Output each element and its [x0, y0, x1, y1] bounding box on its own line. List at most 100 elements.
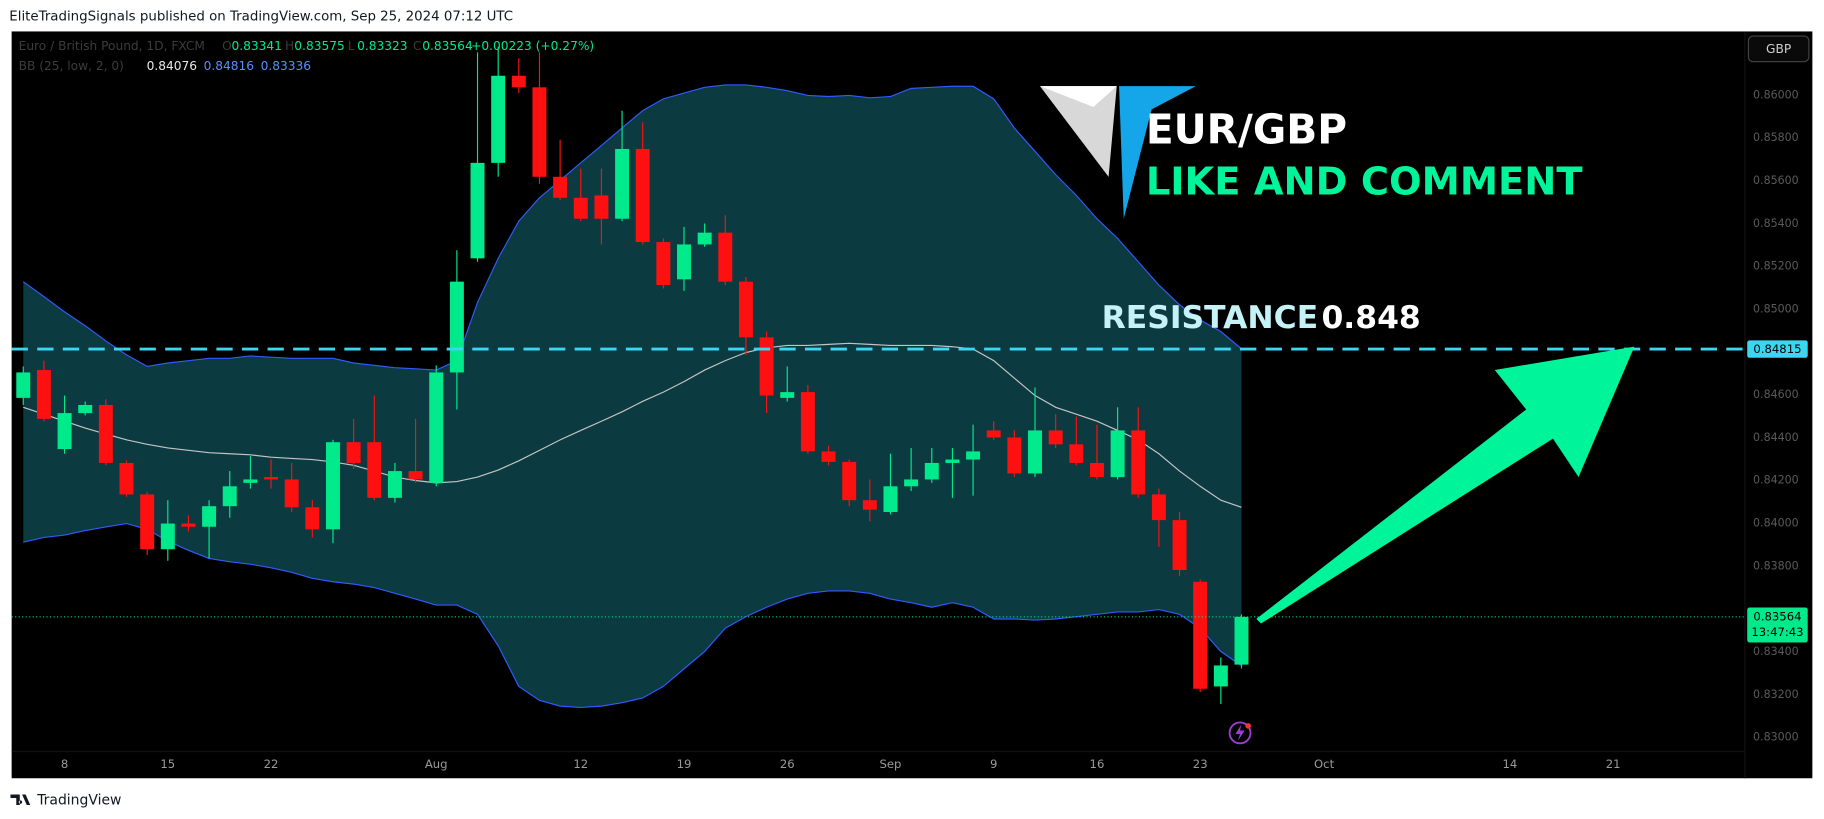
- x-tick-label: 15: [160, 757, 175, 771]
- legend-ohlc-key: H: [285, 39, 294, 53]
- candle-body: [408, 471, 423, 480]
- x-tick-label: Aug: [425, 757, 448, 771]
- overlay-title: EUR/GBP: [1146, 106, 1347, 154]
- last-price-label: 0.83564: [1753, 609, 1801, 623]
- x-tick-label: Sep: [880, 757, 902, 771]
- x-tick-label: 19: [677, 757, 692, 771]
- candle-body: [429, 372, 444, 483]
- candle-body: [532, 87, 547, 177]
- y-tick-label: 0.83400: [1753, 645, 1799, 658]
- candle-body: [780, 392, 795, 398]
- candle-body: [57, 413, 72, 450]
- candle-body: [966, 451, 981, 460]
- legend-ohlc-value: 0.83564: [422, 39, 473, 53]
- event-icon-bolt: [1235, 724, 1245, 742]
- candle-body: [98, 404, 113, 463]
- candle-body: [491, 75, 506, 163]
- publish-header: EliteTradingSignals published on Trading…: [9, 9, 513, 24]
- bb-basis: [23, 342, 1242, 508]
- logo-white: [1039, 86, 1117, 177]
- candle-body: [78, 404, 93, 414]
- candle-body: [842, 461, 857, 501]
- currency-button[interactable]: [1747, 35, 1810, 63]
- event-icon[interactable]: [1228, 721, 1252, 745]
- candle-body: [181, 523, 196, 527]
- y-tick-label: 0.84400: [1753, 431, 1799, 444]
- x-tick-label: Oct: [1314, 757, 1335, 771]
- candle-body: [553, 176, 568, 198]
- x-tick-label: 16: [1090, 757, 1105, 771]
- legend-ohlc-value: 0.83341: [231, 39, 281, 53]
- candle-body: [243, 479, 258, 483]
- y-tick-label: 0.85600: [1753, 174, 1799, 187]
- legend-symbol: Euro / British Pound, 1D, FXCM: [19, 39, 205, 53]
- candle-body: [594, 195, 609, 219]
- y-tick-label: 0.84000: [1753, 517, 1799, 530]
- candle-body: [1007, 437, 1022, 474]
- candle-body: [305, 507, 320, 530]
- candle-body: [119, 462, 134, 495]
- candle-body: [759, 337, 774, 396]
- candle-body: [718, 232, 733, 282]
- candle-body: [367, 442, 382, 498]
- candle-body: [1172, 520, 1187, 570]
- resistance-price-box: [1747, 340, 1808, 358]
- candle-body: [800, 392, 815, 452]
- candle-body: [945, 459, 960, 463]
- y-tick-label: 0.83000: [1753, 731, 1799, 744]
- y-tick-label: 0.85000: [1753, 302, 1799, 315]
- x-tick-label: 9: [990, 757, 997, 771]
- candle-body: [222, 486, 237, 507]
- candle-body: [573, 197, 588, 219]
- candle-body: [986, 430, 1001, 438]
- candle-body: [1089, 462, 1104, 478]
- candle-body: [904, 479, 919, 487]
- candle-body: [635, 148, 650, 243]
- chart-marks: 8 15 22 Aug 12 19 26 Sep 9 16 23 Oct 14 21: [11, 46, 1745, 771]
- legend-change: +0.00223 (+0.27%): [471, 39, 594, 53]
- resistance-price-label: 0.84815: [1753, 342, 1801, 356]
- x-tick-label: 23: [1193, 757, 1208, 771]
- candle-body: [202, 506, 217, 527]
- legend-bb-upper: 0.84816: [204, 59, 254, 73]
- footer-logo: [10, 794, 31, 806]
- candle-body: [1131, 430, 1146, 495]
- candle-body: [284, 479, 299, 508]
- candle-body: [883, 486, 898, 512]
- candle-body: [656, 242, 671, 286]
- x-tick-label: 12: [573, 757, 588, 771]
- candle-body: [1069, 444, 1084, 463]
- candle-body: [264, 477, 279, 480]
- candle-body: [862, 500, 877, 510]
- candle-body: [615, 148, 630, 219]
- candle-body: [140, 494, 155, 550]
- bb-fill: [23, 84, 1242, 708]
- countdown-label: 13:47:43: [1751, 625, 1803, 639]
- candle-body: [470, 162, 485, 259]
- candle-body: [160, 523, 175, 550]
- candle-body: [1213, 665, 1228, 687]
- bb-lower: [23, 522, 1242, 708]
- candle-body: [924, 462, 939, 480]
- bb-upper: [22, 84, 1242, 371]
- legend-ohlc-key: O: [222, 39, 232, 53]
- candle-body: [1110, 430, 1125, 478]
- y-tick-label: 0.83200: [1753, 688, 1799, 701]
- candle-body: [821, 451, 836, 462]
- candle-body: [387, 471, 402, 498]
- candle-body: [326, 442, 340, 530]
- x-tick-label: 22: [264, 757, 279, 771]
- y-tick-label: 0.85800: [1753, 131, 1799, 144]
- resistance-label: RESISTANCE: [1102, 300, 1319, 336]
- candle-body: [346, 442, 361, 463]
- legend-ohlc-value: 0.83323: [357, 39, 407, 53]
- y-tick-label: 0.83800: [1753, 559, 1799, 572]
- candle-body: [16, 372, 31, 398]
- currency-label[interactable]: GBP: [1766, 42, 1791, 56]
- candle-body: [1193, 581, 1208, 689]
- x-tick-label: 8: [61, 757, 68, 771]
- candle-body: [677, 244, 691, 280]
- x-tick-label: 26: [780, 757, 795, 771]
- legend-bb-basis: 0.84076: [147, 59, 197, 73]
